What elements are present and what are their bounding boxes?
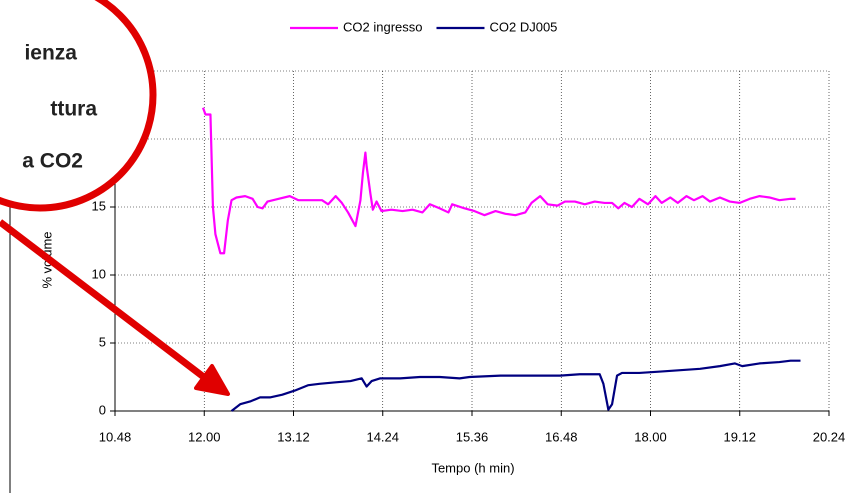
arrow-shaft [0, 219, 208, 381]
legend-label: CO2 ingresso [343, 19, 422, 34]
overlay: ienza ttura a CO2 [0, 0, 230, 396]
x-tick-label: 10.48 [99, 429, 132, 444]
y-tick-label: 15 [92, 198, 106, 213]
legend-label: CO2 DJ005 [489, 19, 557, 34]
series-line [230, 359, 801, 412]
x-tick-label: 20.24 [813, 429, 846, 444]
x-tick-label: 18.00 [634, 429, 667, 444]
x-tick-label: 14.24 [366, 429, 399, 444]
x-tick-label: 16.48 [545, 429, 578, 444]
y-tick-label: 0 [99, 402, 106, 417]
x-tick-label: 15.36 [456, 429, 489, 444]
x-axis-label: Tempo (h min) [431, 460, 514, 475]
annotation: ienza [24, 42, 77, 65]
y-tick-label: 5 [99, 334, 106, 349]
annotation: ttura [50, 98, 97, 121]
x-tick-label: 13.12 [277, 429, 310, 444]
x-tick-label: 12.00 [188, 429, 221, 444]
series-line [201, 107, 796, 255]
plot-area: 051015202510.4812.0013.1214.2415.3616.48… [92, 19, 846, 444]
annotation: a CO2 [22, 150, 83, 173]
x-tick-label: 19.12 [723, 429, 756, 444]
arrow-head [194, 364, 230, 396]
y-tick-label: 10 [92, 266, 106, 281]
highlight-circle [0, 0, 157, 212]
